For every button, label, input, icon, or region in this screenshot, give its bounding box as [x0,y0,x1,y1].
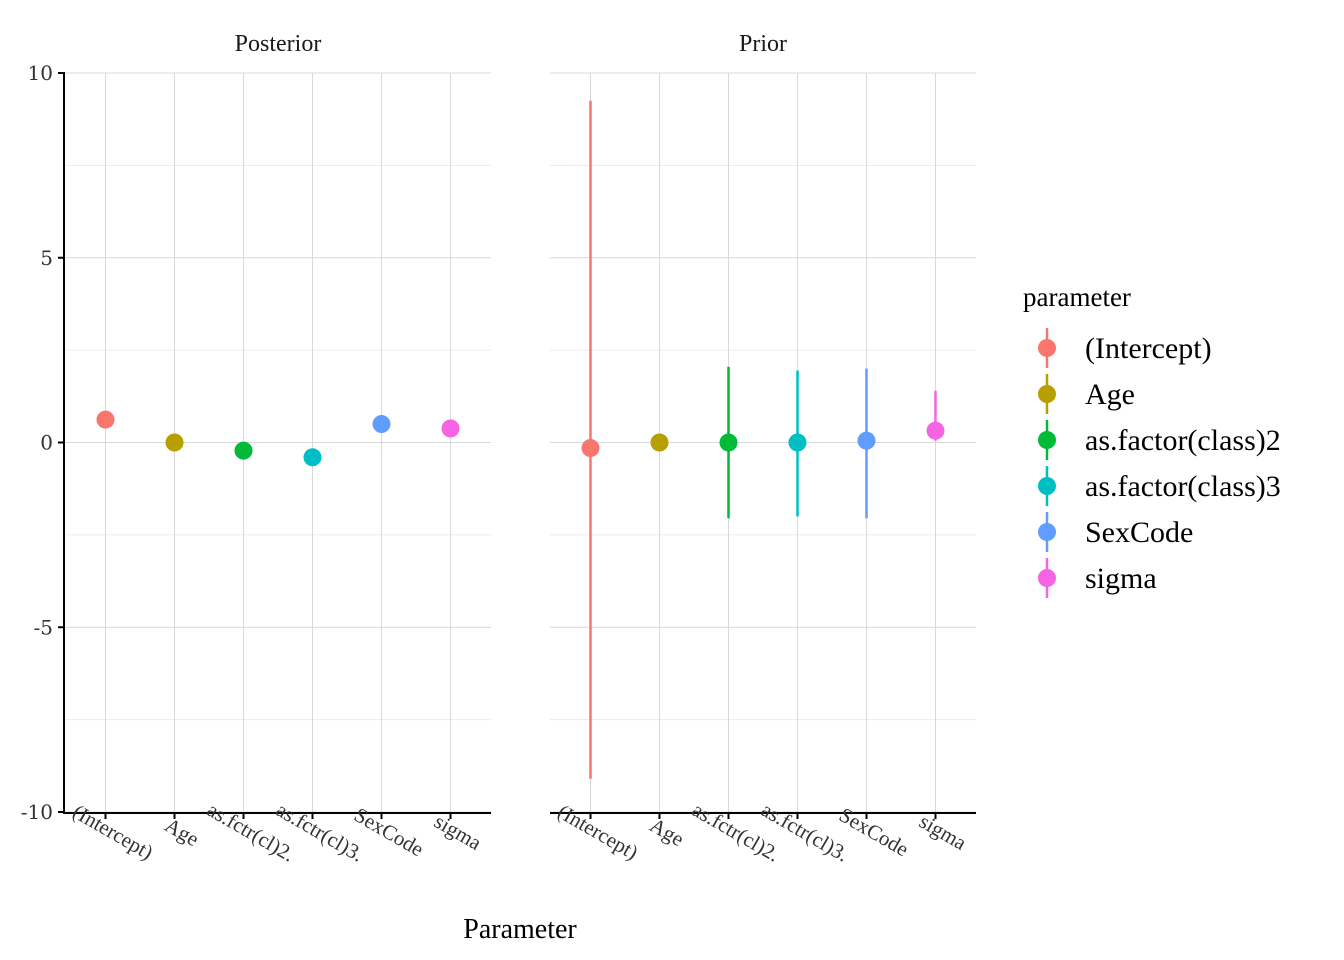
y-axis: 10 5 0 -5 -10 [21,61,65,824]
legend-label: SexCode [1085,516,1193,549]
facet-panel-prior: Prior(Intercept) Age as.fctr(cl)2.as.fctr(… [550,31,976,867]
legend-item: as.factor(class)3 [1038,466,1281,506]
legend-item: (Intercept) [1038,328,1212,368]
legend-key-point [1038,523,1056,541]
legend-key-point [1038,477,1056,495]
y-tick-label: 0 [40,431,53,455]
legend-title: parameter [1023,282,1131,312]
legend-label: (Intercept) [1085,332,1212,365]
x-tick-label: Age [161,813,203,851]
point-posterior [165,433,184,452]
legend-item: Age [1038,374,1135,414]
point-prior [650,433,669,452]
legend: parameter (Intercept) Age as.factor(class)… [1023,282,1281,598]
point-posterior [303,448,322,467]
legend-label: sigma [1085,562,1157,595]
point-posterior [234,441,253,460]
y-tick-label: 10 [28,61,53,85]
legend-item: as.factor(class)2 [1038,420,1281,460]
legend-key-point [1038,385,1056,403]
legend-item: SexCode [1038,512,1193,552]
legend-label: as.factor(class)3 [1085,470,1281,503]
point-prior [788,433,807,452]
x-tick-label: Age [646,813,688,851]
point-prior [926,421,945,440]
facet-label: Posterior [235,31,322,57]
legend-item: sigma [1038,558,1157,598]
point-prior [719,433,738,452]
point-posterior [96,410,115,429]
y-tick-label: -10 [21,800,53,824]
x-tick-label: sigma [430,809,486,855]
facet-label: Prior [739,31,787,57]
point-posterior [372,415,391,434]
x-tick-label: (Intercept) [554,799,643,864]
legend-label: as.factor(class)2 [1085,424,1281,457]
x-tick-label: (Intercept) [69,799,158,864]
facet-panel-posterior: Posterior(Intercept) Age as.fctr(cl)2.as.f… [65,31,491,867]
legend-label: Age [1085,378,1135,411]
legend-key-point [1038,569,1056,587]
x-axis-title: Parameter [463,914,577,945]
x-tick-label: sigma [915,809,971,855]
point-posterior [441,419,460,438]
y-tick-label: 5 [40,246,53,270]
legend-key-point [1038,339,1056,357]
legend-key-point [1038,431,1056,449]
point-prior [857,431,876,450]
y-tick-label: -5 [34,615,53,639]
point-prior [581,439,600,458]
facet-panels: Posterior(Intercept) Age as.fctr(cl)2.as.f… [65,31,976,867]
